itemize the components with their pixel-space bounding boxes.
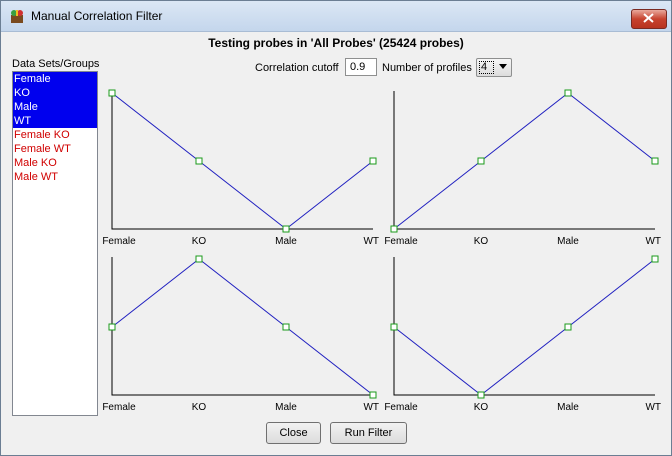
x-tick-label: Male <box>557 402 579 413</box>
data-point <box>477 391 485 399</box>
data-point <box>108 323 116 331</box>
series-line <box>393 92 656 230</box>
x-tick-label: Female <box>102 402 136 413</box>
data-point <box>195 157 203 165</box>
data-point <box>369 157 377 165</box>
window-title: Manual Correlation Filter <box>31 9 163 23</box>
data-point <box>564 323 572 331</box>
data-point <box>390 323 398 331</box>
chart-axes <box>111 257 373 396</box>
x-tick-label: KO <box>192 402 207 413</box>
profiles-select-value: 4 <box>479 61 494 74</box>
probe-count-heading: Testing probes in 'All Probes' (25424 pr… <box>208 36 464 50</box>
x-tick-label: WT <box>363 402 379 413</box>
profiles-label: Number of profiles <box>382 62 472 74</box>
list-item[interactable]: Female <box>13 72 97 86</box>
list-item[interactable]: WT <box>13 114 97 128</box>
profile-chart-3: Female KO Male WT <box>102 255 379 413</box>
x-tick-label: Male <box>275 402 297 413</box>
list-item[interactable]: Male <box>13 100 97 114</box>
x-tick-label: KO <box>474 236 489 247</box>
profiles-select[interactable]: 4 <box>476 58 512 77</box>
data-point <box>108 89 116 97</box>
list-item[interactable]: KO <box>13 86 97 100</box>
data-point <box>477 157 485 165</box>
groups-list[interactable]: Female KO Male WT Female KO Female WT Male KO M… <box>12 71 98 416</box>
data-point <box>651 255 659 263</box>
run-filter-button[interactable]: Run Filter <box>330 422 407 444</box>
x-tick-label: Female <box>384 236 418 247</box>
series-line <box>393 258 656 396</box>
x-tick-label: Male <box>275 236 297 247</box>
x-tick-label: WT <box>363 236 379 247</box>
data-point <box>369 391 377 399</box>
series-line <box>111 92 374 230</box>
groups-label: Data Sets/Groups <box>12 58 100 70</box>
data-point <box>282 225 290 233</box>
cutoff-input[interactable] <box>345 58 377 76</box>
data-point <box>195 255 203 263</box>
x-tick-label: WT <box>645 402 661 413</box>
list-item[interactable]: Male KO <box>14 157 57 169</box>
x-tick-label: Male <box>557 236 579 247</box>
close-button[interactable]: Close <box>266 422 321 444</box>
profile-chart-2: Female KO Male WT <box>384 89 661 247</box>
profile-chart-4: Female KO Male WT <box>384 255 661 413</box>
x-tick-label: KO <box>192 236 207 247</box>
x-tick-label: Female <box>384 402 418 413</box>
x-tick-label: WT <box>645 236 661 247</box>
data-point <box>564 89 572 97</box>
list-item[interactable]: Female KO <box>14 129 70 141</box>
app-icon <box>9 8 25 24</box>
chevron-down-icon <box>499 64 507 69</box>
close-icon <box>643 13 654 23</box>
x-tick-label: KO <box>474 402 489 413</box>
list-item[interactable]: Female WT <box>14 143 71 155</box>
chart-axes <box>111 91 373 230</box>
chart-axes <box>393 91 655 230</box>
data-point <box>651 157 659 165</box>
series-line <box>111 258 374 396</box>
window-close-button[interactable] <box>631 9 667 29</box>
list-item[interactable]: Male WT <box>14 171 58 183</box>
dialog-content: Testing probes in 'All Probes' (25424 pr… <box>1 32 671 455</box>
data-point <box>390 225 398 233</box>
cutoff-label: Correlation cutoff <box>255 62 339 74</box>
x-tick-label: Female <box>102 236 136 247</box>
chart-axes <box>393 257 655 396</box>
title-bar[interactable]: Manual Correlation Filter <box>1 1 671 32</box>
profile-chart-1: Female KO Male WT <box>102 89 379 247</box>
data-point <box>282 323 290 331</box>
